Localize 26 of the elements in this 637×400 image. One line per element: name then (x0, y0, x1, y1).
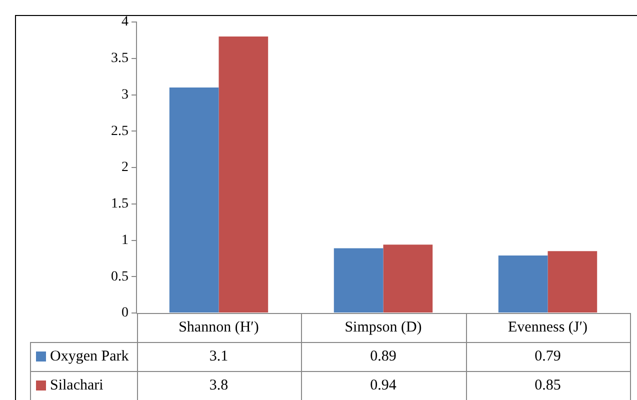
y-tick-label: 1 (122, 232, 128, 248)
data-label: 3.1 (209, 348, 228, 364)
x-tick-label: Shannon (H′) (178, 319, 259, 336)
data-label: 3.8 (209, 377, 228, 394)
y-tick-label: 3 (122, 87, 128, 102)
y-tick-label: 0.5 (111, 269, 128, 284)
y-tick-label: 4 (122, 14, 128, 30)
bar (169, 87, 219, 312)
bar (498, 256, 548, 312)
data-label: 0.79 (534, 348, 561, 364)
y-tick-label: 2 (122, 160, 128, 176)
bar (218, 36, 268, 312)
y-tick-label: 3.5 (111, 51, 128, 66)
y-tick-label: 1.5 (111, 196, 128, 212)
x-tick-label: Simpson (D) (344, 319, 422, 336)
bar (548, 251, 598, 312)
x-tick-label: Evenness (J′) (508, 319, 588, 336)
y-tick-label: 2.5 (111, 124, 128, 139)
bar (383, 244, 433, 312)
data-label: 0.89 (370, 348, 396, 364)
data-label: 0.94 (370, 377, 397, 394)
legend-label: Oxygen Park (50, 348, 130, 364)
data-label: 0.85 (534, 377, 561, 394)
y-tick-label: 0 (122, 306, 128, 321)
legend-label: Silachari (50, 377, 104, 394)
bar (334, 248, 384, 312)
